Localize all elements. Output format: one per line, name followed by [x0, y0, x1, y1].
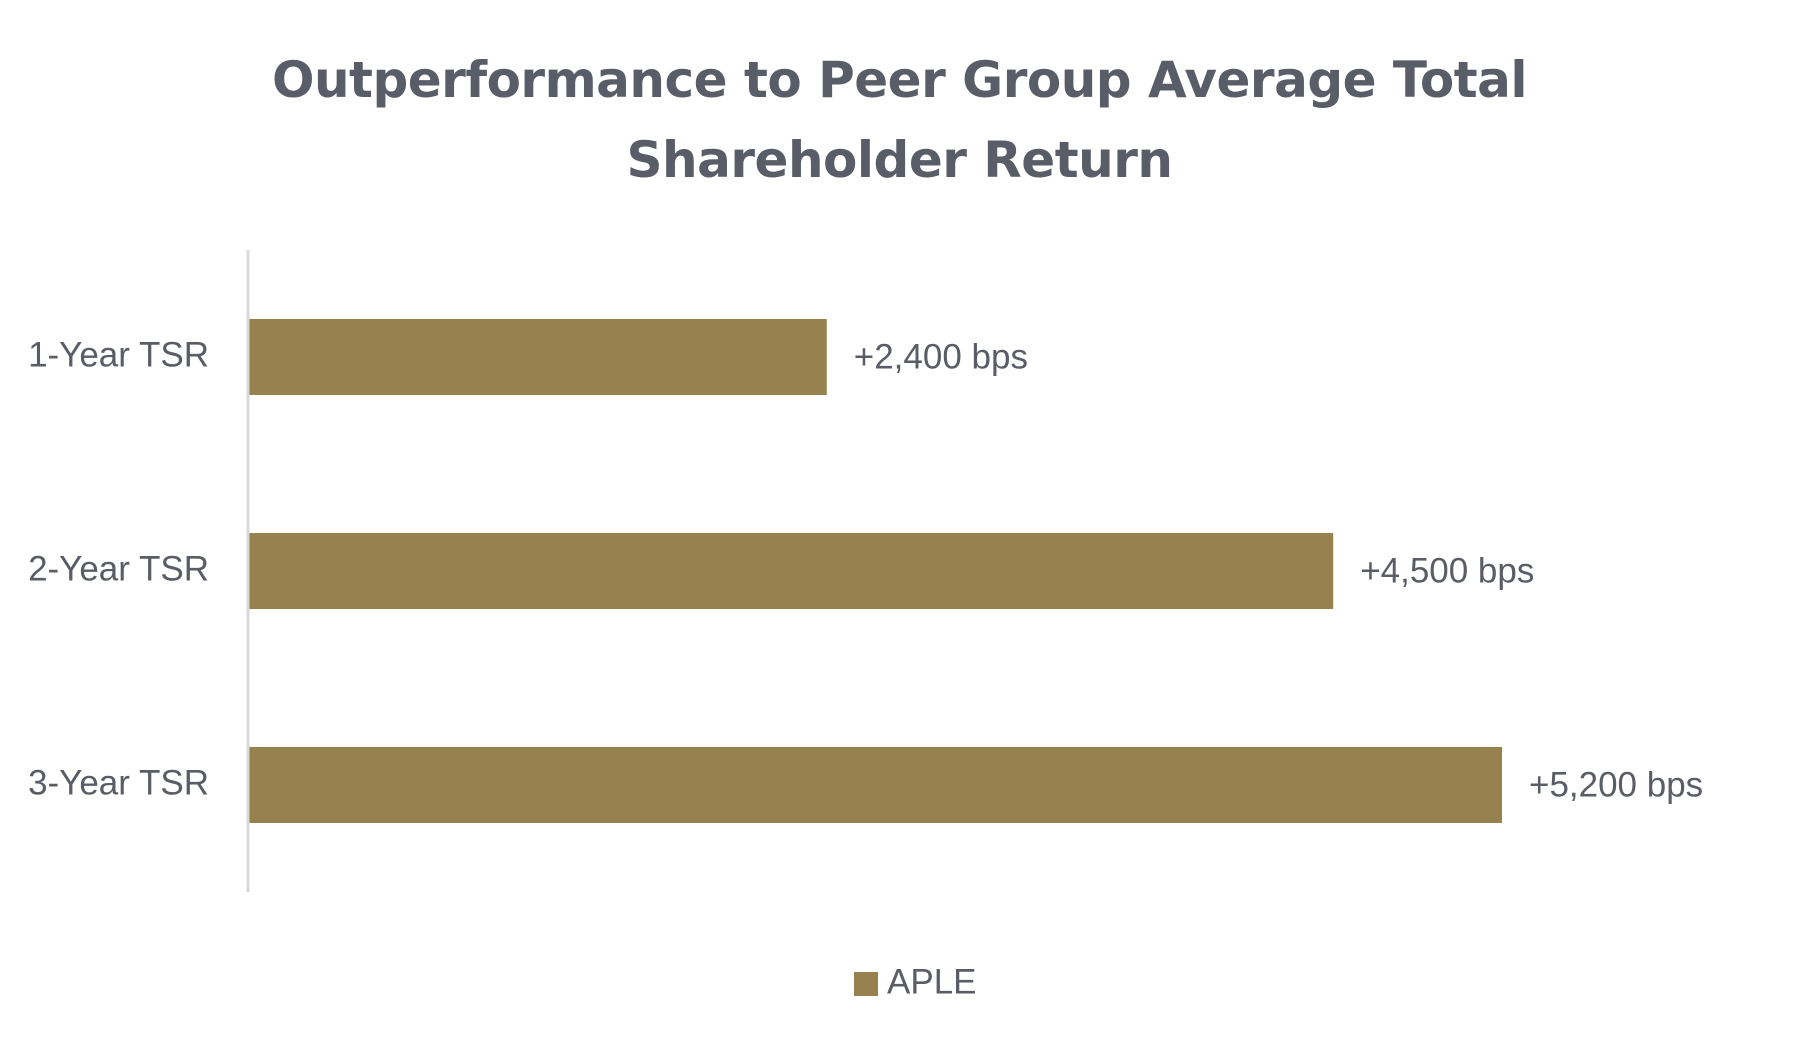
data-label-2: +4,500 bps [1360, 551, 1534, 590]
category-label-1: 1-Year TSR [28, 335, 209, 374]
legend: APLE [854, 962, 977, 1001]
legend-label: APLE [887, 962, 977, 1001]
data-label-1: +2,400 bps [854, 337, 1028, 376]
chart-title-line-1: Outperformance to Peer Group Average Tot… [271, 51, 1528, 109]
chart-title: Outperformance to Peer Group Average Tot… [0, 40, 1799, 200]
category-label-3: 3-Year TSR [28, 763, 209, 802]
legend-swatch [854, 972, 878, 996]
chart-title-line-2: Shareholder Return [626, 131, 1173, 189]
category-label-2: 2-Year TSR [28, 549, 209, 588]
bar-2 [248, 533, 1334, 609]
plot-area: 1-Year TSR +2,400 bps 2-Year TSR +4,500 bps… [28, 250, 1703, 892]
data-label-3: +5,200 bps [1529, 765, 1703, 804]
bar-3 [248, 747, 1502, 823]
bar-1 [248, 319, 827, 395]
